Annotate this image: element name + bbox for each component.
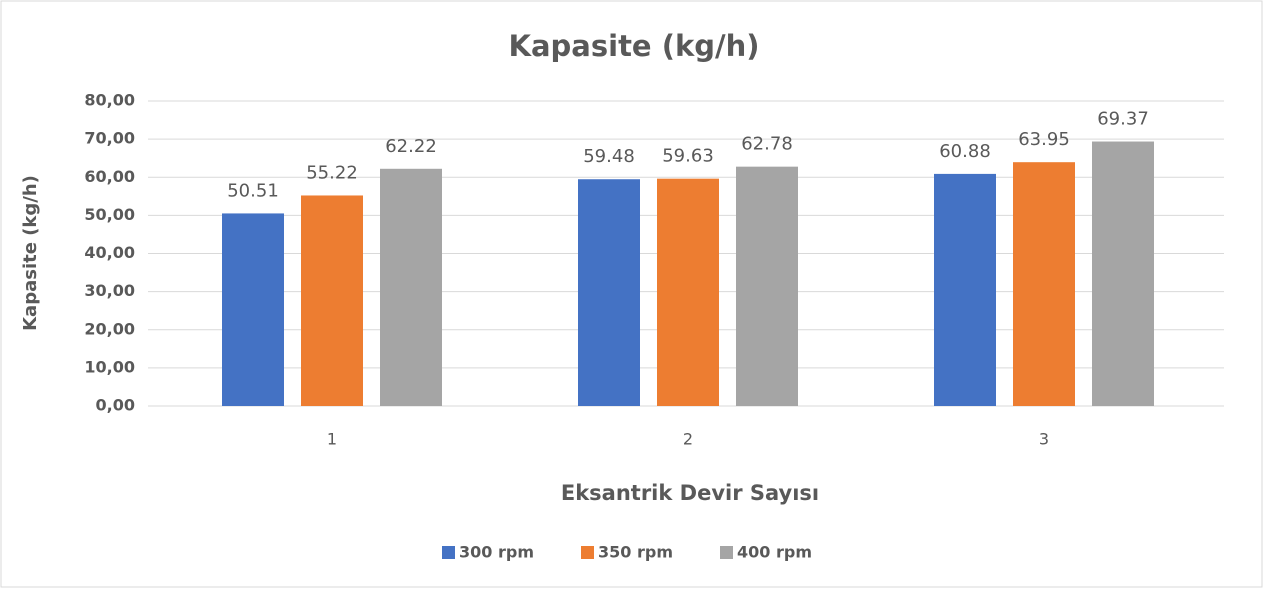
bar (934, 173, 996, 406)
chart-title: Kapasite (kg/h) (509, 29, 760, 63)
y-tick-label: 80,00 (84, 91, 135, 110)
data-label: 62.22 (385, 136, 437, 157)
y-axis-title: Kapasite (kg/h) (20, 175, 41, 331)
legend-swatch (581, 546, 594, 559)
x-tick-label: 3 (1039, 430, 1049, 449)
data-label: 62.78 (741, 134, 793, 155)
y-tick-label: 50,00 (84, 205, 135, 224)
bar (222, 213, 284, 406)
legend-label: 400 rpm (737, 543, 812, 562)
bar (657, 178, 719, 406)
legend-swatch (442, 546, 455, 559)
y-tick-label: 30,00 (84, 281, 135, 300)
data-label: 59.63 (662, 146, 714, 167)
y-tick-label: 10,00 (84, 357, 135, 376)
legend-label: 300 rpm (459, 543, 534, 562)
bar (736, 166, 798, 406)
y-tick-label: 60,00 (84, 167, 135, 186)
x-tick-label: 2 (683, 430, 693, 449)
bar (301, 195, 363, 406)
y-tick-label: 20,00 (84, 319, 135, 338)
legend-label: 350 rpm (598, 543, 673, 562)
bar (578, 179, 640, 406)
data-label: 50.51 (227, 180, 279, 201)
data-label: 69.37 (1097, 109, 1149, 130)
x-tick-label: 1 (327, 430, 337, 449)
legend-swatch (720, 546, 733, 559)
y-tick-label: 40,00 (84, 243, 135, 262)
data-label: 55.22 (306, 162, 358, 183)
data-label: 63.95 (1018, 129, 1070, 150)
bar (1013, 162, 1075, 406)
bar (1092, 141, 1154, 407)
x-axis-title: Eksantrik Devir Sayısı (561, 481, 819, 505)
y-tick-label: 0,00 (96, 396, 135, 415)
data-label: 59.48 (583, 146, 635, 167)
data-label: 60.88 (939, 141, 991, 162)
bar (380, 168, 442, 406)
y-tick-label: 70,00 (84, 129, 135, 148)
